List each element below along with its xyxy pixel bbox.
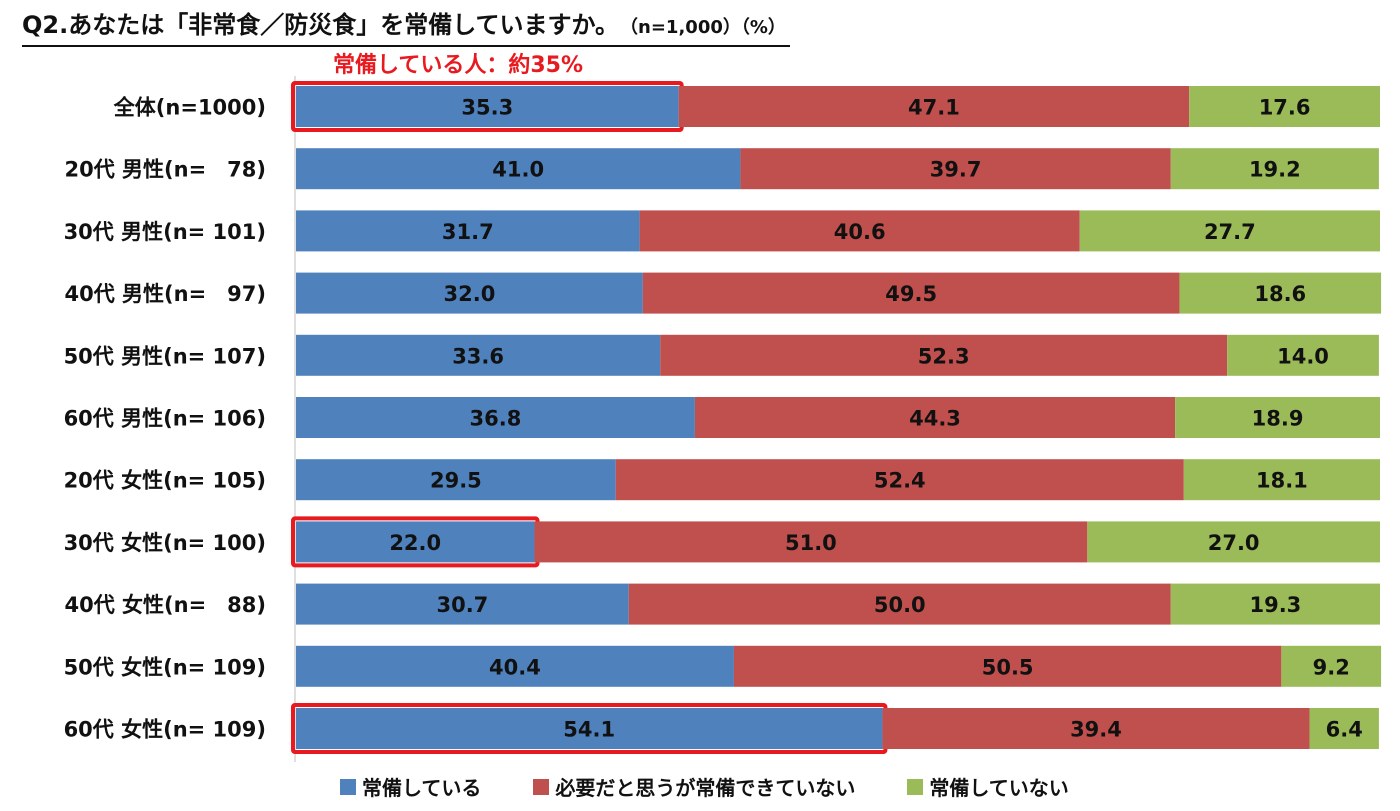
category-label: 50代 男性(n= 107)	[64, 344, 266, 368]
data-label: 27.7	[1204, 220, 1256, 244]
data-label: 54.1	[563, 718, 615, 742]
bar-segment	[296, 521, 535, 563]
bar-segment	[296, 645, 734, 687]
data-label: 18.6	[1254, 282, 1306, 306]
callout-annotation: 常備している人：約35%	[333, 53, 583, 78]
category-label: 50代 女性(n= 109)	[64, 655, 266, 679]
legend: 常備している 必要だと思うが常備できていない 常備していない	[340, 772, 1069, 801]
bar-segment	[694, 397, 1176, 438]
category-label: 全体(n=1000)	[113, 96, 266, 120]
bar-segment	[1170, 148, 1379, 190]
bar-segment	[296, 86, 679, 127]
bar-segment	[642, 272, 1180, 314]
data-label: 18.9	[1252, 407, 1304, 431]
legend-swatch-blue	[340, 778, 356, 795]
data-label: 18.1	[1256, 469, 1308, 493]
data-label: 31.7	[442, 220, 494, 244]
category-label: 40代 女性(n= 88)	[65, 593, 267, 617]
data-label: 47.1	[908, 96, 960, 120]
bar-segment	[1087, 521, 1380, 563]
bar-segment	[615, 459, 1184, 501]
legend-item-series-3: 常備していない	[907, 772, 1069, 801]
data-label: 39.7	[930, 158, 982, 182]
bar-segment	[740, 148, 1171, 190]
category-label: 60代 女性(n= 109)	[64, 718, 266, 742]
bar-segment	[678, 86, 1190, 127]
data-label: 51.0	[785, 531, 837, 555]
bar-segment	[1079, 210, 1380, 252]
bar-segment	[882, 708, 1310, 749]
data-label: 19.2	[1249, 158, 1301, 182]
legend-swatch-red	[533, 778, 550, 795]
data-label: 52.3	[918, 344, 970, 368]
bar-segment	[639, 210, 1080, 252]
data-label: 33.6	[452, 344, 504, 368]
legend-label: 常備していない	[929, 776, 1069, 800]
chart-title: Q2.あなたは「非常食／防災食」を常備していますか。 （n=1,000）（%）	[22, 8, 790, 47]
legend-label: 常備している	[362, 776, 482, 800]
legend-item-series-1: 常備している	[340, 772, 481, 801]
data-label: 50.0	[874, 593, 926, 617]
bar-segment	[296, 397, 695, 438]
data-label: 22.0	[389, 531, 441, 555]
data-label: 41.0	[492, 158, 544, 182]
data-label: 50.5	[982, 655, 1034, 679]
data-label: 52.4	[874, 469, 926, 493]
bar-segment	[296, 708, 883, 749]
bar-segment	[296, 583, 629, 625]
bar-segment	[296, 459, 616, 501]
category-label: 20代 女性(n= 105)	[64, 469, 266, 493]
data-label: 9.2	[1313, 655, 1350, 679]
data-label: 30.7	[436, 593, 488, 617]
title-sub: （n=1,000）（%）	[629, 17, 786, 38]
bar-segment	[534, 521, 1088, 563]
category-label: 60代 男性(n= 106)	[64, 407, 266, 431]
legend-item-series-2: 必要だと思うが常備できていない	[533, 772, 855, 801]
bar-segment	[296, 334, 661, 376]
data-label: 49.5	[885, 282, 937, 306]
data-label: 44.3	[909, 407, 961, 431]
bar-segment	[1227, 334, 1379, 376]
bar-segment	[296, 210, 640, 252]
legend-label: 必要だと思うが常備できていない	[555, 776, 856, 800]
legend-swatch-green	[907, 778, 924, 795]
data-label: 14.0	[1277, 344, 1329, 368]
data-label: 27.0	[1208, 531, 1260, 555]
category-label: 40代 男性(n= 97)	[65, 282, 267, 306]
data-label: 40.6	[834, 220, 886, 244]
bar-segment	[660, 334, 1228, 376]
bar-segment	[1175, 397, 1380, 438]
bar-segment	[733, 645, 1282, 687]
category-label: 30代 女性(n= 100)	[64, 531, 266, 555]
bar-segment	[1281, 645, 1382, 687]
bar-segment	[1170, 583, 1380, 625]
data-label: 17.6	[1259, 96, 1311, 120]
bar-segment	[296, 272, 643, 314]
data-label: 6.4	[1326, 718, 1363, 742]
category-label: 20代 男性(n= 78)	[65, 158, 267, 182]
data-label: 35.3	[461, 96, 513, 120]
data-label: 40.4	[489, 655, 541, 679]
data-label: 39.4	[1070, 718, 1122, 742]
bar-segment	[1183, 459, 1380, 501]
bar-segment	[1189, 86, 1380, 127]
title-main: Q2.あなたは「非常食／防災食」を常備していますか。	[22, 11, 620, 39]
bar-segment	[1179, 272, 1382, 314]
bar-segment	[296, 148, 741, 190]
category-label: 30代 男性(n= 101)	[64, 220, 266, 244]
data-label: 19.3	[1249, 593, 1301, 617]
bar-segment	[628, 583, 1171, 625]
data-label: 36.8	[470, 407, 522, 431]
bar-segment	[1309, 708, 1379, 749]
data-label: 29.5	[430, 469, 482, 493]
data-label: 32.0	[444, 282, 496, 306]
